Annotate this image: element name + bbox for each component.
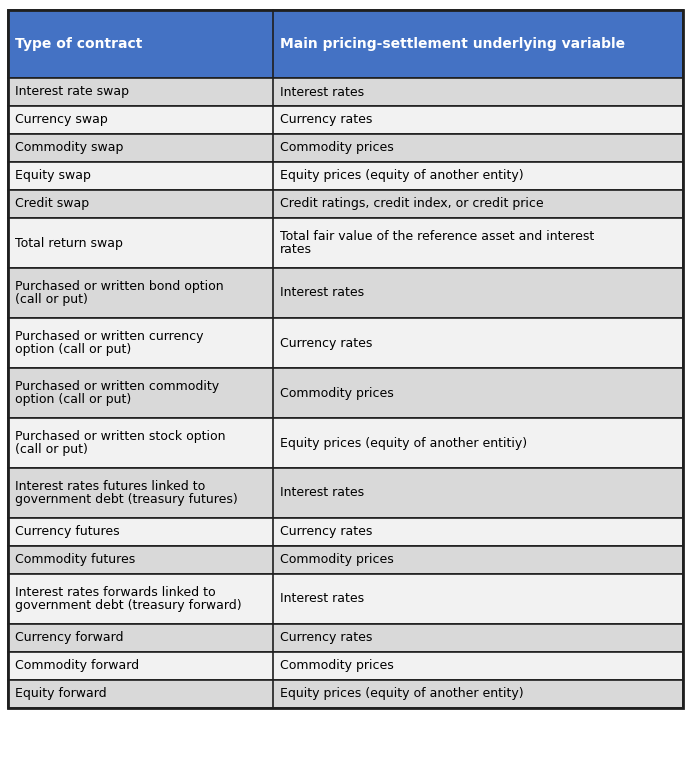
- Text: Interest rate swap: Interest rate swap: [15, 85, 129, 98]
- Text: government debt (treasury futures): government debt (treasury futures): [15, 494, 238, 507]
- Text: Commodity prices: Commodity prices: [280, 387, 393, 399]
- Text: Commodity prices: Commodity prices: [280, 553, 393, 567]
- Text: Currency rates: Currency rates: [280, 336, 372, 350]
- Text: Total return swap: Total return swap: [15, 236, 123, 250]
- Text: Currency swap: Currency swap: [15, 113, 108, 126]
- Bar: [8, 106, 683, 134]
- Bar: [8, 624, 683, 652]
- Text: government debt (treasury forward): government debt (treasury forward): [15, 600, 242, 612]
- Text: Credit swap: Credit swap: [15, 198, 89, 211]
- Text: Commodity prices: Commodity prices: [280, 142, 393, 154]
- Bar: [8, 518, 683, 546]
- Bar: [8, 190, 683, 218]
- Bar: [8, 10, 683, 78]
- Bar: [8, 268, 683, 318]
- Text: Currency forward: Currency forward: [15, 632, 124, 645]
- Bar: [8, 652, 683, 680]
- Text: Interest rates futures linked to: Interest rates futures linked to: [15, 480, 205, 493]
- Bar: [8, 418, 683, 468]
- Text: Purchased or written commodity: Purchased or written commodity: [15, 380, 219, 392]
- Text: Credit ratings, credit index, or credit price: Credit ratings, credit index, or credit …: [280, 198, 543, 211]
- Bar: [8, 134, 683, 162]
- Text: Equity prices (equity of another entitiy): Equity prices (equity of another entitiy…: [280, 436, 527, 449]
- Text: Purchased or written bond option: Purchased or written bond option: [15, 280, 224, 292]
- Text: Equity prices (equity of another entity): Equity prices (equity of another entity): [280, 687, 523, 701]
- Text: (call or put): (call or put): [15, 294, 88, 306]
- Text: Currency rates: Currency rates: [280, 113, 372, 126]
- Bar: [8, 680, 683, 708]
- Bar: [8, 162, 683, 190]
- Text: option (call or put): option (call or put): [15, 343, 131, 356]
- Text: Equity forward: Equity forward: [15, 687, 106, 701]
- Text: Equity swap: Equity swap: [15, 170, 91, 182]
- Text: Interest rates forwards linked to: Interest rates forwards linked to: [15, 586, 216, 598]
- Text: Interest rates: Interest rates: [280, 593, 363, 605]
- Text: Purchased or written currency: Purchased or written currency: [15, 329, 204, 343]
- Text: Currency rates: Currency rates: [280, 525, 372, 539]
- Text: Equity prices (equity of another entity): Equity prices (equity of another entity): [280, 170, 523, 182]
- Bar: [8, 574, 683, 624]
- Text: Commodity swap: Commodity swap: [15, 142, 124, 154]
- Text: rates: rates: [280, 243, 312, 257]
- Text: Interest rates: Interest rates: [280, 487, 363, 500]
- Bar: [8, 78, 683, 106]
- Text: Currency rates: Currency rates: [280, 632, 372, 645]
- Text: Commodity prices: Commodity prices: [280, 660, 393, 673]
- Text: Commodity forward: Commodity forward: [15, 660, 139, 673]
- Text: Type of contract: Type of contract: [15, 37, 142, 51]
- Bar: [8, 318, 683, 368]
- Bar: [8, 368, 683, 418]
- Text: Commodity futures: Commodity futures: [15, 553, 135, 567]
- Bar: [8, 546, 683, 574]
- Text: Currency futures: Currency futures: [15, 525, 120, 539]
- Text: option (call or put): option (call or put): [15, 394, 131, 406]
- Bar: [8, 468, 683, 518]
- Text: (call or put): (call or put): [15, 443, 88, 456]
- Text: Interest rates: Interest rates: [280, 287, 363, 299]
- Text: Interest rates: Interest rates: [280, 85, 363, 98]
- Bar: [8, 218, 683, 268]
- Text: Purchased or written stock option: Purchased or written stock option: [15, 429, 225, 443]
- Text: Main pricing-settlement underlying variable: Main pricing-settlement underlying varia…: [280, 37, 625, 51]
- Text: Total fair value of the reference asset and interest: Total fair value of the reference asset …: [280, 229, 594, 243]
